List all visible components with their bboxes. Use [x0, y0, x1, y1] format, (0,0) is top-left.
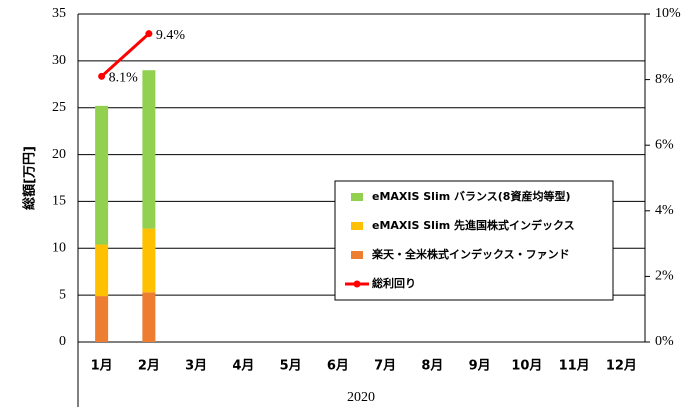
- line-point: [98, 72, 106, 80]
- legend-label: 楽天・全米株式インデックス・ファンド: [371, 247, 570, 261]
- x-tick-label: 5月: [280, 359, 302, 374]
- x-tick-label: 1月: [91, 359, 113, 374]
- line: [100, 32, 150, 78]
- x-tick-label: 2月: [138, 359, 160, 374]
- x-tick-label: 4月: [232, 359, 254, 374]
- legend-box: [334, 180, 614, 301]
- x-tick-label: 7月: [374, 359, 396, 374]
- legend-swatch: [351, 222, 363, 230]
- legend-swatch: [351, 193, 363, 201]
- y-tick-label: 30: [52, 53, 66, 68]
- bar-segment: [95, 296, 109, 342]
- y-tick-label: 25: [52, 100, 66, 115]
- bar-segment: [142, 70, 156, 229]
- y2-tick-label: 8%: [655, 72, 674, 87]
- legend-label: eMAXIS Slim 先進国株式インデックス: [372, 218, 575, 232]
- y-tick-label: 5: [59, 287, 66, 302]
- x-group-label: 2020: [347, 390, 375, 405]
- y-tick-label: 35: [52, 6, 66, 21]
- y2-tick-label: 2%: [655, 269, 674, 284]
- x-tick-label: 11月: [559, 359, 590, 374]
- line-point: [145, 30, 153, 38]
- y2-tick-label: 0%: [655, 334, 674, 349]
- bar-segment: [142, 292, 156, 342]
- legend-swatch: [351, 251, 363, 259]
- x-tick-label: 9月: [469, 359, 491, 374]
- legend-label: 総利回り: [372, 276, 416, 290]
- data-label: 9.4%: [156, 28, 186, 43]
- y-tick-label: 15: [52, 194, 66, 209]
- y-axis-label: 総額[万円]: [22, 146, 38, 210]
- legend-label: eMAXIS Slim バランス(8資産均等型): [372, 189, 571, 203]
- x-tick-label: 3月: [185, 359, 207, 374]
- legend-point: [353, 280, 361, 288]
- y-tick-label: 20: [52, 147, 66, 162]
- bar-segment: [95, 105, 109, 245]
- x-tick-label: 10月: [511, 359, 542, 374]
- y2-tick-label: 10%: [655, 6, 681, 21]
- bar-segment: [95, 244, 109, 297]
- y-tick-label: 10: [52, 241, 66, 256]
- x-tick-label: 8月: [421, 359, 443, 374]
- data-label: 8.1%: [109, 71, 139, 86]
- x-tick-label: 6月: [327, 359, 349, 374]
- y-tick-label: 0: [59, 334, 66, 349]
- y2-tick-label: 6%: [655, 137, 674, 152]
- bar-segment: [142, 228, 156, 293]
- x-tick-label: 12月: [606, 359, 637, 374]
- y2-tick-label: 4%: [655, 203, 674, 218]
